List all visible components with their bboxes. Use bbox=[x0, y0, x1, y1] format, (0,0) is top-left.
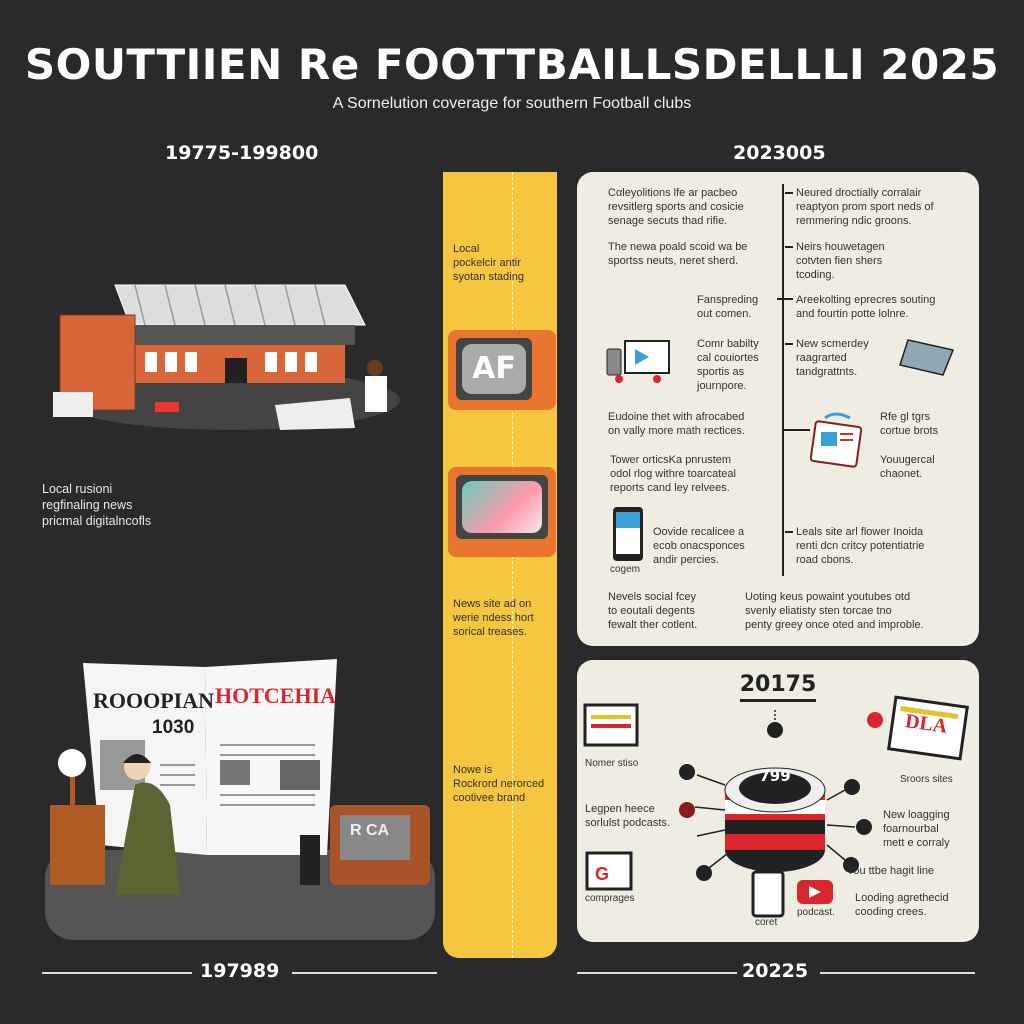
footer-year-left: 197989 bbox=[200, 960, 280, 982]
label-new-logging: New loagging foarnourbal mett e corraly bbox=[883, 809, 950, 849]
label-tablet: coret bbox=[755, 917, 778, 928]
divider-tick bbox=[785, 192, 793, 194]
label-looking: Looding agrethecid cooding crees. bbox=[855, 892, 949, 918]
panel1-left-item: Tower orticsKa pnrustem odol rlog withre… bbox=[610, 454, 736, 494]
panel1-left-item: Comr babilty cal couiortes sportis as jo… bbox=[697, 338, 759, 392]
hub-value: 799 bbox=[759, 767, 791, 785]
panel1-right-item: Neirs houwetagen cotvten fien shers tcod… bbox=[796, 241, 885, 281]
footer-line bbox=[820, 972, 975, 974]
devices-icon bbox=[606, 340, 670, 383]
panel1-left-item: Eudoine thet with afrocabed on vally mor… bbox=[608, 411, 745, 437]
stadium-illustration bbox=[53, 284, 400, 430]
label-news-sites: Nomer stiso bbox=[585, 758, 639, 769]
label-podcast: podcast. bbox=[797, 907, 835, 918]
hub-diagram: G bbox=[583, 695, 969, 918]
footer-line bbox=[42, 972, 192, 974]
footer-line bbox=[577, 972, 737, 974]
panel1-right-item: Leals site arl flower Inoida renti dcn c… bbox=[796, 526, 925, 566]
page-title: SOUTTIIEN Re FOOTTBAILLSDELLLI 2025 bbox=[24, 40, 1000, 89]
phone-caption: cogem bbox=[610, 564, 641, 575]
label-podcasts: Legpen heece sorlulst podcasts. bbox=[585, 803, 670, 829]
tv-icon bbox=[448, 467, 556, 557]
old-tv-screen-text: R CA bbox=[350, 822, 390, 839]
panel1-right-item: Neured droctially corralair reaptyon pro… bbox=[796, 187, 934, 227]
divider-tick bbox=[784, 429, 810, 431]
era-label-right: 2023005 bbox=[733, 142, 826, 164]
panel1-right-item: New scmerdey raagrarted tandgrattnts. bbox=[796, 338, 869, 378]
panel1-left-item: Fanspreding out comen. bbox=[697, 294, 759, 320]
label-comprages: comprages bbox=[585, 893, 635, 904]
panel1-left-item: The newa poald scoid wa be sportss neuts… bbox=[608, 241, 748, 267]
label-sports-sites: Sroors sites bbox=[900, 774, 953, 785]
divider-tick bbox=[785, 343, 793, 345]
svg-text:G: G bbox=[595, 864, 609, 884]
divider-tick bbox=[785, 531, 793, 533]
footer-line bbox=[292, 972, 437, 974]
era-label-left: 19775-199800 bbox=[165, 142, 319, 164]
hub-year: 20175 bbox=[577, 672, 979, 702]
left-caption: Local rusioni regfinaling news pricmal d… bbox=[42, 482, 152, 528]
panel1-bottom-left: Nevels social fcey to eoutali degents fe… bbox=[608, 591, 698, 631]
phone-icon bbox=[613, 507, 643, 561]
strip-item: News site ad on werie ndess hort sorical… bbox=[453, 598, 534, 638]
panel1-right-item: Rfe gl tgrs cortue brots bbox=[880, 411, 939, 437]
panel1-left-item: Oovide recalicee a ecob onacsponces andi… bbox=[653, 526, 745, 566]
tablet-icon bbox=[809, 412, 863, 468]
strip-item: Nowe is Rockrord nerorced cootivee brand bbox=[453, 764, 545, 804]
panel-divider-line bbox=[782, 184, 784, 576]
timeline-strip bbox=[443, 172, 557, 958]
panel1-right-item: Areekolting eprecres souting and fourtin… bbox=[796, 294, 936, 320]
tv-icon: AF bbox=[448, 330, 556, 410]
panel1-left-item: Cαleyolitions lfe ar pacbeo revsitlerg s… bbox=[608, 187, 744, 227]
strip-item: Local pockelcir antir syotan stading bbox=[453, 243, 524, 283]
page-subtitle: A Sornelution coverage for southern Foot… bbox=[332, 95, 692, 112]
divider-tick bbox=[785, 246, 793, 248]
newspaper-number: 1030 bbox=[152, 717, 195, 738]
timeline-dashed-line bbox=[512, 172, 513, 958]
panel1-bottom-right: Uoting keus powaint youtubes otd svenly … bbox=[745, 591, 924, 631]
footer-year-right: 20225 bbox=[742, 960, 809, 982]
modern-coverage-panel bbox=[577, 172, 979, 646]
divider-tick bbox=[777, 298, 793, 300]
newspaper-headline-left: ROOOPIAN bbox=[93, 688, 214, 713]
label-youtube: You ttbe hagit line bbox=[847, 865, 935, 877]
newspaper-scene: ROOOPIAN 1030 HOTCEHIA R CA bbox=[45, 655, 435, 940]
hub-year-text: 20175 bbox=[739, 672, 817, 702]
tv-screen-text: AF bbox=[462, 344, 526, 394]
laptop-icon bbox=[899, 339, 955, 376]
newspaper-headline-right: HOTCEHIA bbox=[215, 683, 337, 708]
panel1-right-item: Youugercal chaonet. bbox=[880, 454, 935, 480]
